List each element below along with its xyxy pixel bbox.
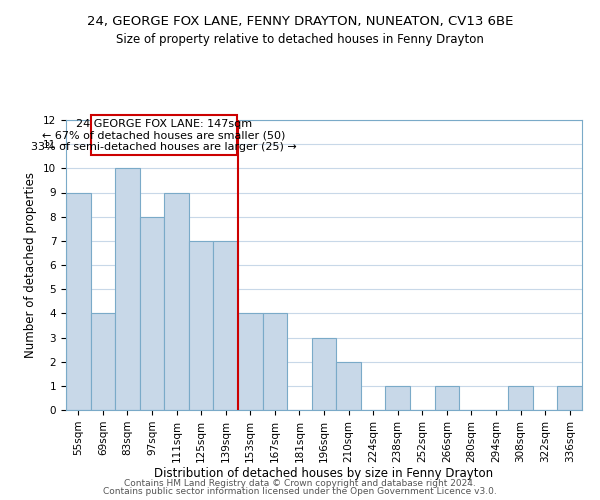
Text: ← 67% of detached houses are smaller (50): ← 67% of detached houses are smaller (50… bbox=[42, 130, 286, 140]
Bar bbox=[164, 192, 189, 410]
Text: 33% of semi-detached houses are larger (25) →: 33% of semi-detached houses are larger (… bbox=[31, 142, 296, 152]
Text: Contains HM Land Registry data © Crown copyright and database right 2024.: Contains HM Land Registry data © Crown c… bbox=[124, 478, 476, 488]
Bar bbox=[336, 362, 361, 410]
Bar bbox=[140, 216, 164, 410]
Bar bbox=[91, 314, 115, 410]
Y-axis label: Number of detached properties: Number of detached properties bbox=[25, 172, 37, 358]
Bar bbox=[434, 386, 459, 410]
Bar bbox=[385, 386, 410, 410]
Bar bbox=[66, 192, 91, 410]
Bar bbox=[189, 241, 214, 410]
Text: Contains public sector information licensed under the Open Government Licence v3: Contains public sector information licen… bbox=[103, 487, 497, 496]
Bar bbox=[312, 338, 336, 410]
Text: Size of property relative to detached houses in Fenny Drayton: Size of property relative to detached ho… bbox=[116, 32, 484, 46]
FancyBboxPatch shape bbox=[91, 115, 237, 155]
Bar bbox=[557, 386, 582, 410]
Bar bbox=[115, 168, 140, 410]
Bar bbox=[508, 386, 533, 410]
X-axis label: Distribution of detached houses by size in Fenny Drayton: Distribution of detached houses by size … bbox=[154, 468, 494, 480]
Bar bbox=[238, 314, 263, 410]
Bar bbox=[263, 314, 287, 410]
Bar bbox=[214, 241, 238, 410]
Text: 24, GEORGE FOX LANE, FENNY DRAYTON, NUNEATON, CV13 6BE: 24, GEORGE FOX LANE, FENNY DRAYTON, NUNE… bbox=[87, 15, 513, 28]
Text: 24 GEORGE FOX LANE: 147sqm: 24 GEORGE FOX LANE: 147sqm bbox=[76, 120, 252, 130]
